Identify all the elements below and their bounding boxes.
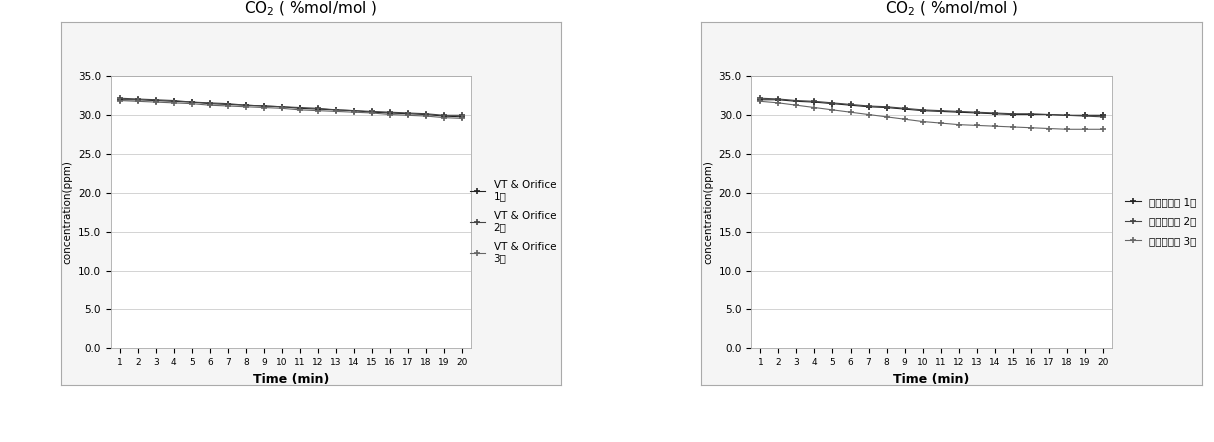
Title: CO$_2$ ( %mol/mol ): CO$_2$ ( %mol/mol )	[244, 0, 378, 19]
Legend: VT & Orifice
1단, VT & Orifice
2단, VT & Orifice
3단: VT & Orifice 1단, VT & Orifice 2단, VT & O…	[470, 179, 556, 263]
Legend: 다단흥수탑 1단, 다단흥수탑 2단, 다단흥수탑 3단: 다단흥수탑 1단, 다단흥수탑 2단, 다단흥수탑 3단	[1125, 197, 1197, 246]
Title: CO$_2$ ( %mol/mol ): CO$_2$ ( %mol/mol )	[885, 0, 1019, 19]
